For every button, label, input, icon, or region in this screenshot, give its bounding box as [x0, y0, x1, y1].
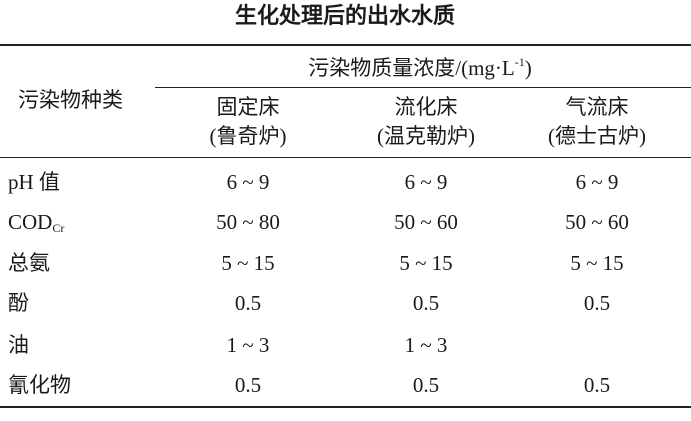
cell: 0.5: [412, 373, 440, 397]
cell: 6 ~ 9: [575, 170, 619, 194]
group-rule: [155, 87, 691, 88]
row-label: CODCr: [8, 210, 65, 235]
bottom-rule: [0, 406, 691, 408]
cell: 50 ~ 60: [565, 210, 629, 234]
cell: 50 ~ 80: [216, 210, 280, 234]
column-header: (德士古炉): [548, 124, 646, 148]
row-label-main: COD: [8, 210, 53, 234]
unit-close: ): [524, 56, 532, 80]
cell: 6 ~ 9: [226, 170, 270, 194]
column-header: (鲁奇炉): [209, 124, 287, 148]
cell: 0.5: [234, 291, 262, 315]
row-label-main: 总氨: [8, 251, 50, 275]
row-label-main: 氰化物: [8, 373, 71, 397]
row-label: 油: [8, 335, 29, 356]
column-header: 固定床: [216, 95, 280, 119]
row-label-main: 酚: [8, 291, 29, 315]
cell: 1 ~ 3: [404, 333, 448, 357]
top-rule: [0, 44, 691, 46]
row-label: 总氨: [8, 253, 50, 274]
cell: 1 ~ 3: [226, 333, 270, 357]
cell: 6 ~ 9: [404, 170, 448, 194]
group-header: 污染物质量浓度/(mg·L-1): [308, 56, 531, 79]
row-label-main: pH 值: [8, 170, 60, 194]
cell: 0.5: [583, 373, 611, 397]
header-rule: [0, 157, 691, 158]
unit-sup: -1: [514, 55, 525, 69]
cell: 0.5: [412, 291, 440, 315]
unit-text: 污染物质量浓度/(mg·L: [308, 56, 515, 80]
cell: 50 ~ 60: [394, 210, 458, 234]
cell: 0.5: [583, 291, 611, 315]
cell: 5 ~ 15: [399, 251, 453, 275]
cell: 5 ~ 15: [221, 251, 275, 275]
row-label: pH 值: [8, 172, 60, 193]
title: 生化处理后的出水水质: [234, 4, 456, 29]
row-label: 氰化物: [8, 375, 71, 396]
cell: 0.5: [234, 373, 262, 397]
column-header: (温克勒炉): [377, 124, 475, 148]
column-header: 气流床: [565, 95, 629, 119]
row-header: 污染物种类: [18, 88, 123, 112]
cell: 5 ~ 15: [570, 251, 624, 275]
row-label-sub: Cr: [52, 221, 65, 235]
row-label: 酚: [8, 293, 29, 314]
row-label-main: 油: [8, 333, 29, 357]
column-header: 流化床: [394, 95, 458, 119]
